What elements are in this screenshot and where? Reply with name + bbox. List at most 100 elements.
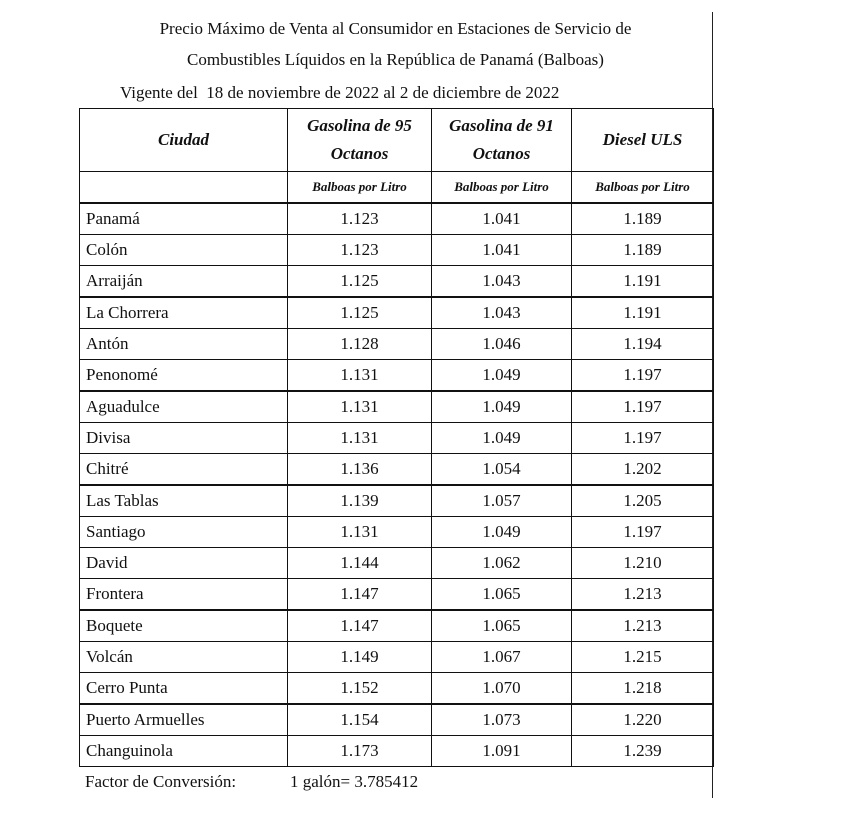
diesel-cell: 1.197 — [571, 516, 714, 548]
gas95-cell: 1.123 — [287, 234, 432, 266]
title-line-2: Combustibles Líquidos en la República de… — [187, 50, 604, 69]
table-row: Volcán 1.149 1.067 1.215 — [79, 641, 714, 673]
header-diesel: Diesel ULS — [571, 108, 714, 172]
table-row: Penonomé 1.131 1.049 1.197 — [79, 359, 714, 392]
gas95-cell: 1.139 — [287, 484, 432, 517]
table-row: David 1.144 1.062 1.210 — [79, 547, 714, 579]
gas95-cell: 1.149 — [287, 641, 432, 673]
diesel-cell: 1.191 — [571, 296, 714, 329]
city-cell: David — [79, 547, 288, 579]
gas91-cell: 1.065 — [431, 578, 572, 611]
table-row: Las Tablas 1.139 1.057 1.205 — [79, 484, 714, 517]
gas91-cell: 1.049 — [431, 422, 572, 454]
fuel-price-table: Ciudad Gasolina de 95 Octanos Gasolina d… — [79, 108, 714, 767]
diesel-cell: 1.202 — [571, 453, 714, 486]
city-cell: Aguadulce — [79, 390, 288, 423]
table-row: Panamá 1.123 1.041 1.189 — [79, 202, 714, 235]
gas95-cell: 1.147 — [287, 578, 432, 611]
gas91-cell: 1.049 — [431, 390, 572, 423]
gas91-cell: 1.073 — [431, 703, 572, 736]
gas95-cell: 1.154 — [287, 703, 432, 736]
gas91-cell: 1.046 — [431, 328, 572, 360]
city-cell: Volcán — [79, 641, 288, 673]
table-row: Colón 1.123 1.041 1.189 — [79, 234, 714, 266]
header-gas95: Gasolina de 95 Octanos — [287, 108, 432, 172]
city-cell: Chitré — [79, 453, 288, 486]
gas91-cell: 1.065 — [431, 609, 572, 642]
table-row: Frontera 1.147 1.065 1.213 — [79, 578, 714, 611]
gas95-cell: 1.125 — [287, 296, 432, 329]
table-row: Changuinola 1.173 1.091 1.239 — [79, 735, 714, 767]
table-row: Chitré 1.136 1.054 1.202 — [79, 453, 714, 486]
gas91-cell: 1.049 — [431, 359, 572, 392]
diesel-cell: 1.194 — [571, 328, 714, 360]
diesel-cell: 1.210 — [571, 547, 714, 579]
diesel-cell: 1.213 — [571, 609, 714, 642]
table-row: Santiago 1.131 1.049 1.197 — [79, 516, 714, 548]
diesel-cell: 1.189 — [571, 202, 714, 235]
gas91-cell: 1.049 — [431, 516, 572, 548]
city-cell: Antón — [79, 328, 288, 360]
gas95-cell: 1.125 — [287, 265, 432, 298]
validity-period: Vigente del 18 de noviembre de 2022 al 2… — [120, 83, 560, 102]
table-row: Aguadulce 1.131 1.049 1.197 — [79, 390, 714, 423]
city-cell: Santiago — [79, 516, 288, 548]
gas95-cell: 1.136 — [287, 453, 432, 486]
conversion-value: 1 galón= 3.785412 — [290, 772, 419, 791]
gas91-cell: 1.054 — [431, 453, 572, 486]
diesel-cell: 1.220 — [571, 703, 714, 736]
gas91-cell: 1.091 — [431, 735, 572, 767]
diesel-cell: 1.205 — [571, 484, 714, 517]
city-cell: Puerto Armuelles — [79, 703, 288, 736]
city-cell: Colón — [79, 234, 288, 266]
table-row: Divisa 1.131 1.049 1.197 — [79, 422, 714, 454]
table-row: Cerro Punta 1.152 1.070 1.218 — [79, 672, 714, 705]
city-cell: Cerro Punta — [79, 672, 288, 705]
diesel-cell: 1.189 — [571, 234, 714, 266]
gas95-cell: 1.147 — [287, 609, 432, 642]
diesel-cell: 1.239 — [571, 735, 714, 767]
city-cell: Las Tablas — [79, 484, 288, 517]
city-cell: Divisa — [79, 422, 288, 454]
table-row: Antón 1.128 1.046 1.194 — [79, 328, 714, 360]
table-row: Boquete 1.147 1.065 1.213 — [79, 609, 714, 642]
conversion-label: Factor de Conversión: — [85, 772, 237, 791]
city-cell: Penonomé — [79, 359, 288, 392]
gas95-cell: 1.131 — [287, 359, 432, 392]
unit-city — [79, 171, 288, 204]
table-row: La Chorrera 1.125 1.043 1.191 — [79, 296, 714, 329]
diesel-cell: 1.191 — [571, 265, 714, 298]
city-cell: Boquete — [79, 609, 288, 642]
city-cell: Changuinola — [79, 735, 288, 767]
header-row: Ciudad Gasolina de 95 Octanos Gasolina d… — [79, 108, 714, 172]
gas91-cell: 1.057 — [431, 484, 572, 517]
gas95-cell: 1.128 — [287, 328, 432, 360]
diesel-cell: 1.215 — [571, 641, 714, 673]
gas91-cell: 1.062 — [431, 547, 572, 579]
city-cell: Frontera — [79, 578, 288, 611]
title-line-1: Precio Máximo de Venta al Consumidor en … — [159, 19, 632, 38]
diesel-cell: 1.218 — [571, 672, 714, 705]
gas91-cell: 1.041 — [431, 234, 572, 266]
table-row: Arraiján 1.125 1.043 1.191 — [79, 265, 714, 298]
gas91-cell: 1.070 — [431, 672, 572, 705]
header-gas91: Gasolina de 91 Octanos — [431, 108, 572, 172]
gas95-cell: 1.123 — [287, 202, 432, 235]
diesel-cell: 1.197 — [571, 422, 714, 454]
table-row: Puerto Armuelles 1.154 1.073 1.220 — [79, 703, 714, 736]
units-row: Balboas por Litro Balboas por Litro Balb… — [79, 171, 714, 204]
gas95-cell: 1.152 — [287, 672, 432, 705]
gas91-cell: 1.043 — [431, 265, 572, 298]
city-cell: Arraiján — [79, 265, 288, 298]
header-city: Ciudad — [79, 108, 288, 172]
gas95-cell: 1.144 — [287, 547, 432, 579]
gas91-cell: 1.041 — [431, 202, 572, 235]
unit-diesel: Balboas por Litro — [571, 171, 714, 204]
city-cell: La Chorrera — [79, 296, 288, 329]
gas91-cell: 1.043 — [431, 296, 572, 329]
gas91-cell: 1.067 — [431, 641, 572, 673]
city-cell: Panamá — [79, 202, 288, 235]
unit-gas91: Balboas por Litro — [431, 171, 572, 204]
gas95-cell: 1.131 — [287, 390, 432, 423]
unit-gas95: Balboas por Litro — [287, 171, 432, 204]
